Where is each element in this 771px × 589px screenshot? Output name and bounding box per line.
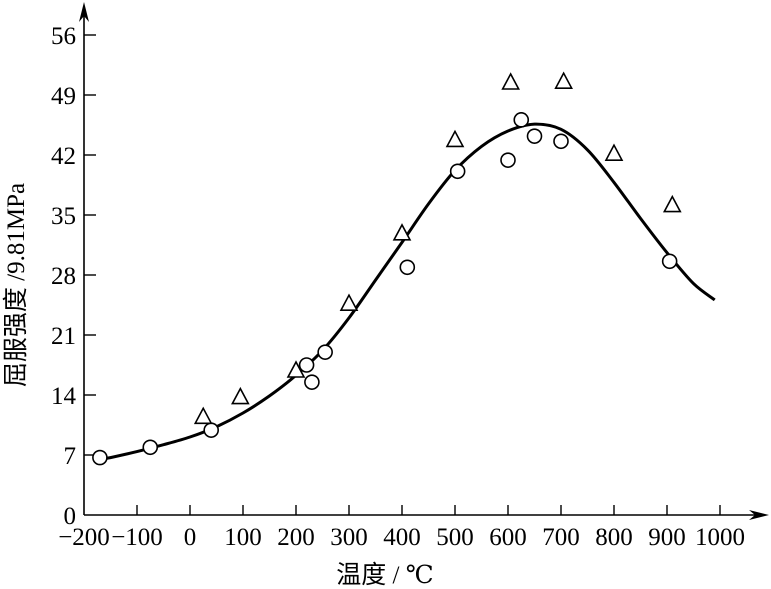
circle-point — [500, 152, 516, 168]
triangle-point — [286, 360, 306, 378]
x-tick-label: −100 — [111, 524, 163, 551]
fit-curve — [94, 122, 716, 462]
triangle-point — [501, 72, 520, 90]
x-tick-label: 600 — [489, 524, 527, 551]
triangle-point — [662, 194, 682, 213]
circle-point — [661, 253, 678, 270]
y-tick-label: 0 — [64, 503, 77, 530]
x-ticks: −200 −100 0 100 200 300 400 500 600 700 800 900 1000 — [58, 505, 745, 551]
x-tick-label: 200 — [277, 524, 315, 551]
y-tick-label: 21 — [51, 323, 76, 350]
triangle-point — [445, 129, 465, 148]
x-tick-label: 400 — [383, 524, 421, 551]
triangle-series — [193, 71, 682, 425]
triangle-point — [554, 71, 573, 89]
circle-point — [92, 449, 108, 466]
y-tick-label: 42 — [51, 143, 76, 170]
circle-point — [513, 112, 530, 128]
y-tick-label: 56 — [51, 23, 76, 50]
y-tick-label: 14 — [51, 383, 77, 410]
x-tick-label: 100 — [224, 524, 262, 551]
x-tick-label: 1000 — [695, 524, 745, 551]
triangle-point — [231, 386, 250, 405]
x-axis-title: 温度 / ℃ — [336, 561, 433, 589]
y-tick-label: 35 — [51, 203, 76, 230]
circle-point — [298, 357, 315, 373]
axes — [79, 2, 769, 520]
circle-point — [304, 374, 320, 390]
triangle-point — [339, 293, 359, 311]
circle-point — [399, 259, 416, 276]
circle-point — [317, 344, 333, 360]
circle-point — [553, 133, 569, 150]
circle-point — [142, 439, 159, 456]
circle-point — [526, 128, 543, 144]
circle-series — [92, 112, 678, 466]
x-tick-label: −200 — [58, 524, 110, 551]
triangle-point — [392, 223, 412, 241]
x-axis-arrow — [749, 510, 769, 520]
y-ticks: 0 7 14 21 28 35 42 49 56 — [51, 23, 96, 530]
y-tick-label: 49 — [51, 83, 76, 110]
x-tick-label: 900 — [648, 524, 686, 551]
x-tick-label: 300 — [330, 524, 368, 551]
triangle-point — [604, 143, 624, 161]
x-tick-label: 0 — [184, 524, 197, 551]
x-tick-label: 500 — [436, 524, 474, 551]
y-tick-label: 28 — [51, 263, 76, 290]
circle-point — [203, 422, 219, 438]
y-tick-label: 7 — [64, 443, 77, 470]
circle-point — [449, 163, 466, 180]
x-tick-label: 700 — [542, 524, 580, 551]
y-axis-arrow — [79, 2, 89, 22]
y-axis-title: 屈服强度 /9.81MPa — [2, 183, 30, 387]
triangle-point — [193, 406, 213, 425]
x-tick-label: 800 — [595, 524, 633, 551]
